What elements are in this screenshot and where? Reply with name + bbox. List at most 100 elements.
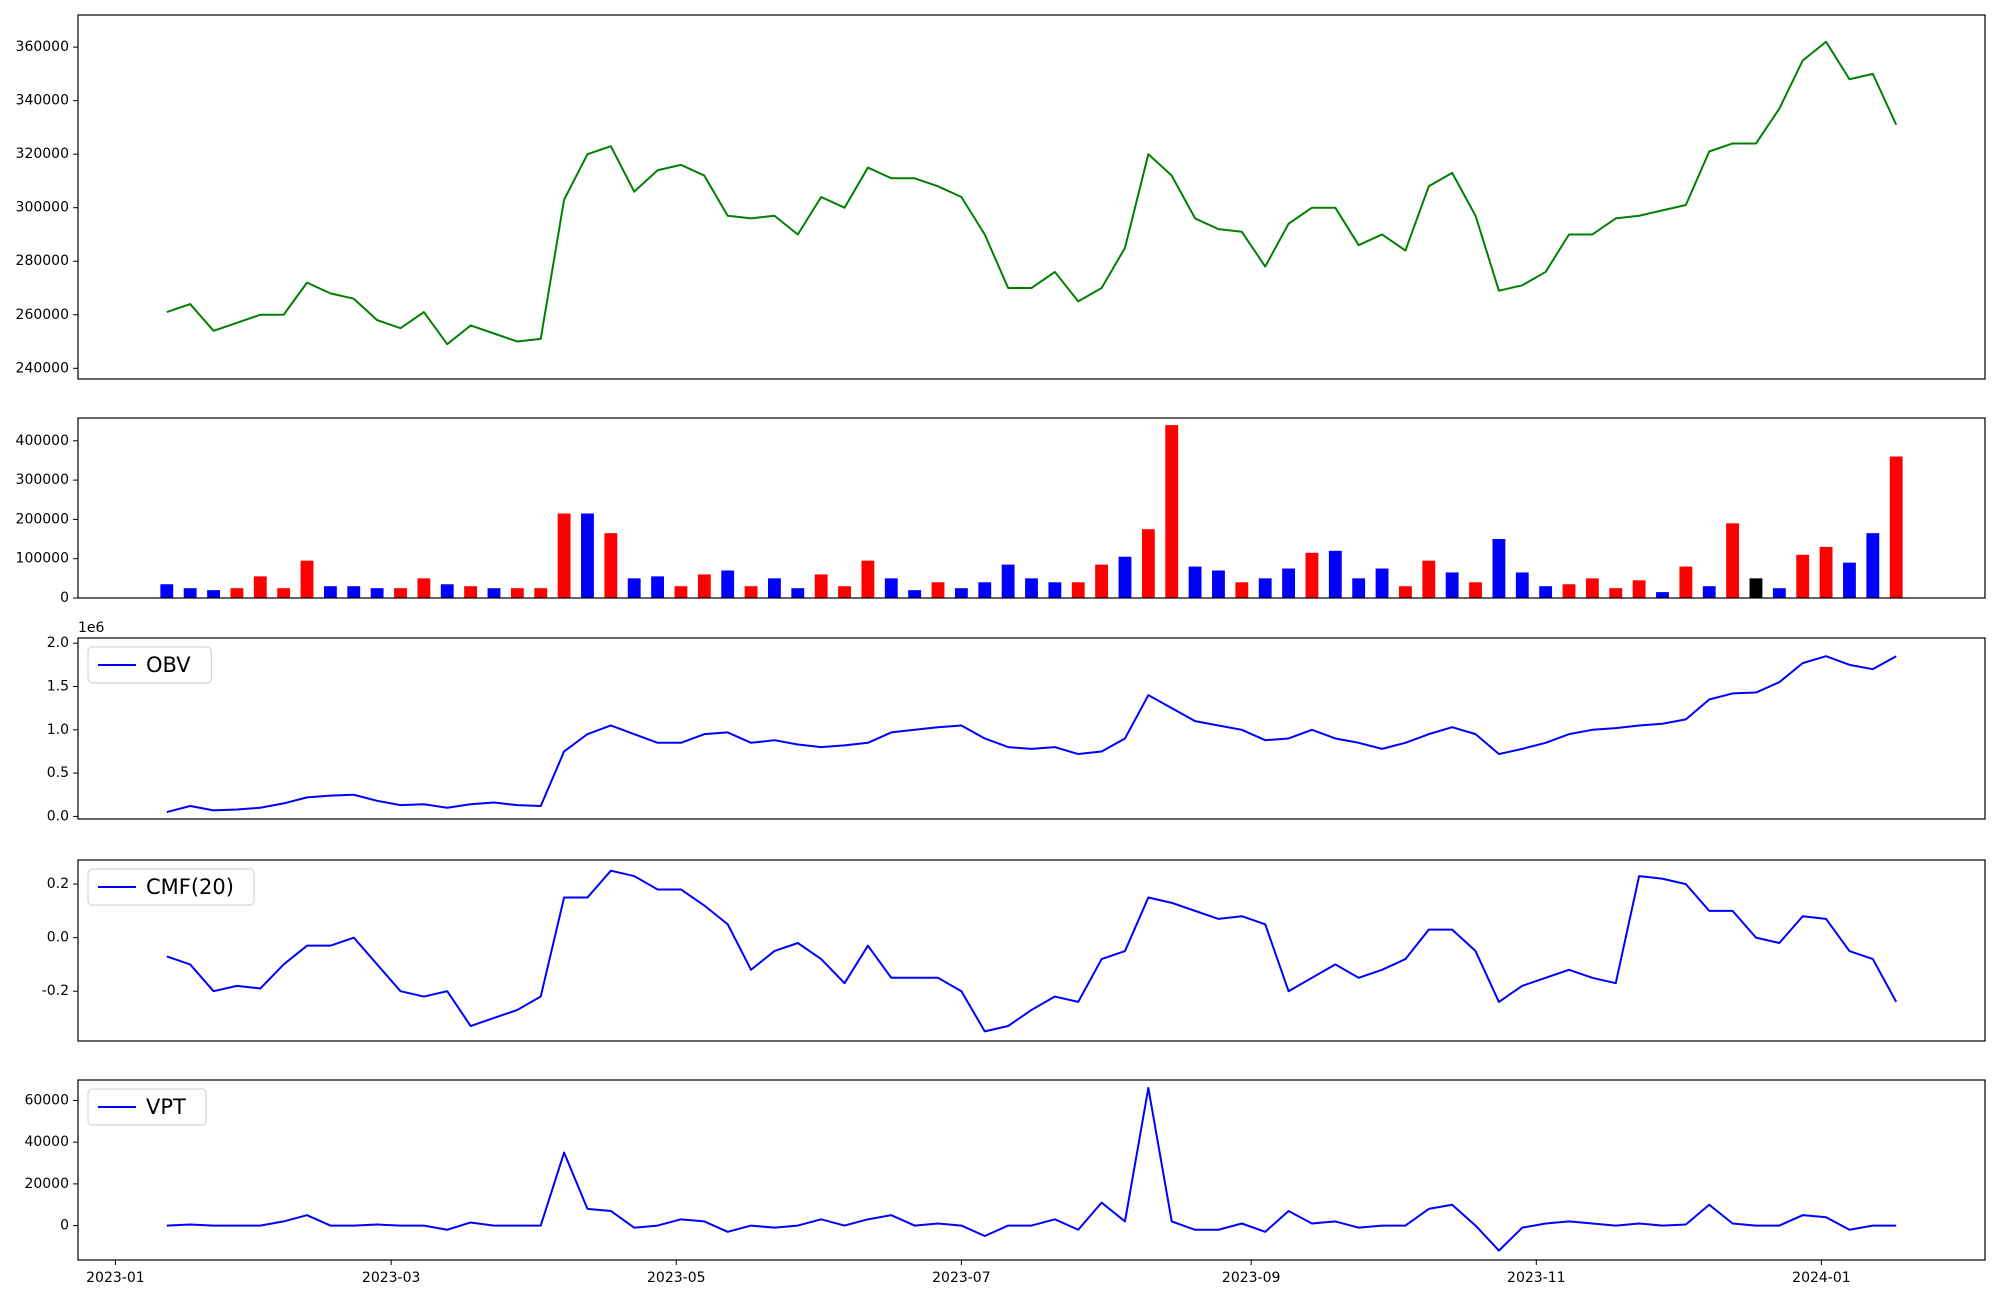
- volume-bar: [1469, 582, 1482, 598]
- volume-bar: [1702, 586, 1716, 598]
- y-tick-label: 320000: [16, 146, 69, 162]
- volume-bar: [1212, 570, 1225, 598]
- volume-bar: [721, 570, 735, 598]
- volume-bar: [978, 582, 992, 598]
- volume-bar: [1749, 578, 1763, 598]
- volume-bar: [1843, 562, 1856, 598]
- y-tick-label: 340000: [16, 93, 69, 109]
- volume-bar: [253, 576, 267, 598]
- volume-bar: [417, 578, 431, 598]
- volume-bar: [1165, 425, 1179, 598]
- volume-bar: [370, 588, 384, 598]
- volume-bar: [768, 578, 781, 598]
- volume-bar: [300, 560, 314, 598]
- y-tick-label: 2.0: [47, 635, 69, 651]
- y-tick-label: 240000: [16, 360, 69, 376]
- volume-bar: [1632, 580, 1646, 598]
- volume-bar: [1422, 560, 1436, 598]
- volume-bar: [1095, 564, 1109, 598]
- volume-bar: [1609, 588, 1623, 598]
- volume-bar: [931, 582, 945, 598]
- volume-bar: [1492, 539, 1506, 598]
- y-tick-label: -0.2: [42, 983, 69, 999]
- y-tick-label: 300000: [16, 200, 69, 216]
- x-tick-label: 2023-03: [362, 1270, 421, 1286]
- volume-bar: [744, 586, 758, 598]
- series-line: [166, 655, 1897, 814]
- volume-bar: [1772, 588, 1786, 598]
- volume-bar: [1352, 578, 1366, 598]
- x-tick-label: 2023-09: [1222, 1270, 1281, 1286]
- volume-bar: [347, 586, 361, 598]
- volume-bar: [1515, 572, 1529, 598]
- volume-bar: [1679, 566, 1693, 598]
- volume-bar: [394, 588, 407, 598]
- volume-bar: [1258, 578, 1272, 598]
- volume-bar: [604, 533, 618, 598]
- axis-offset-text: 1e6: [78, 620, 105, 636]
- y-tick-label: 0: [60, 590, 69, 606]
- volume-bar: [627, 578, 641, 598]
- volume-bar: [1866, 533, 1880, 598]
- volume-bar: [183, 588, 197, 598]
- volume-bar: [1188, 566, 1202, 598]
- volume-bar: [1398, 586, 1412, 598]
- legend-label: OBV: [146, 653, 191, 677]
- volume-bar: [1305, 552, 1319, 598]
- y-tick-label: 0.2: [47, 876, 69, 892]
- series-line: [166, 40, 1898, 346]
- volume-bar: [674, 586, 688, 598]
- legend-box: [87, 646, 212, 684]
- y-tick-label: 200000: [16, 511, 69, 527]
- volume-bar: [1445, 572, 1459, 598]
- y-tick-label: 100000: [16, 551, 69, 567]
- series-line: [166, 869, 1898, 1033]
- volume-bar: [884, 578, 898, 598]
- volume-bar: [861, 560, 875, 598]
- volume-bar: [1048, 582, 1062, 598]
- legend-label: VPT: [146, 1095, 186, 1119]
- y-tick-label: 20000: [24, 1176, 69, 1192]
- volume-bar: [1025, 578, 1038, 598]
- legend-label: CMF(20): [146, 875, 234, 899]
- volume-bar: [1071, 582, 1085, 598]
- volume-bar: [1001, 564, 1015, 598]
- volume-bar: [1562, 584, 1576, 598]
- y-tick-label: 0.5: [47, 765, 69, 781]
- axes-frame: [77, 14, 1986, 380]
- x-tick-label: 2023-07: [932, 1270, 991, 1286]
- volume-bar: [323, 586, 337, 598]
- volume-bar: [277, 588, 291, 598]
- axes-frame: [77, 417, 1986, 599]
- x-tick-label: 2023-01: [86, 1270, 145, 1286]
- volume-bar: [697, 574, 711, 598]
- volume-bar: [838, 586, 851, 598]
- volume-bar: [1819, 546, 1833, 598]
- volume-bar: [651, 576, 665, 598]
- y-tick-label: 0.0: [47, 808, 69, 824]
- y-tick-label: 300000: [16, 472, 69, 488]
- volume-bar: [1889, 456, 1903, 598]
- volume-bar: [557, 513, 571, 598]
- x-tick-label: 2023-05: [647, 1270, 706, 1286]
- axes-frame: [77, 637, 1986, 820]
- volume-bar: [1539, 586, 1553, 598]
- volume-bar: [791, 588, 805, 598]
- y-tick-label: 1.0: [47, 722, 69, 738]
- volume-bar: [908, 590, 922, 598]
- volume-bar: [1235, 582, 1249, 598]
- volume-bar: [814, 574, 828, 598]
- volume-bar: [1328, 550, 1342, 598]
- volume-bar: [581, 513, 594, 598]
- volume-bar: [954, 588, 968, 598]
- y-tick-label: 1.5: [47, 678, 69, 694]
- axes-frame: [77, 859, 1986, 1042]
- x-tick-label: 2024-01: [1792, 1270, 1851, 1286]
- volume-bar: [1375, 568, 1389, 598]
- y-tick-label: 400000: [16, 433, 69, 449]
- legend-box: [87, 868, 255, 906]
- volume-bar: [534, 588, 548, 598]
- y-tick-label: 60000: [24, 1092, 69, 1108]
- y-tick-label: 260000: [16, 307, 69, 323]
